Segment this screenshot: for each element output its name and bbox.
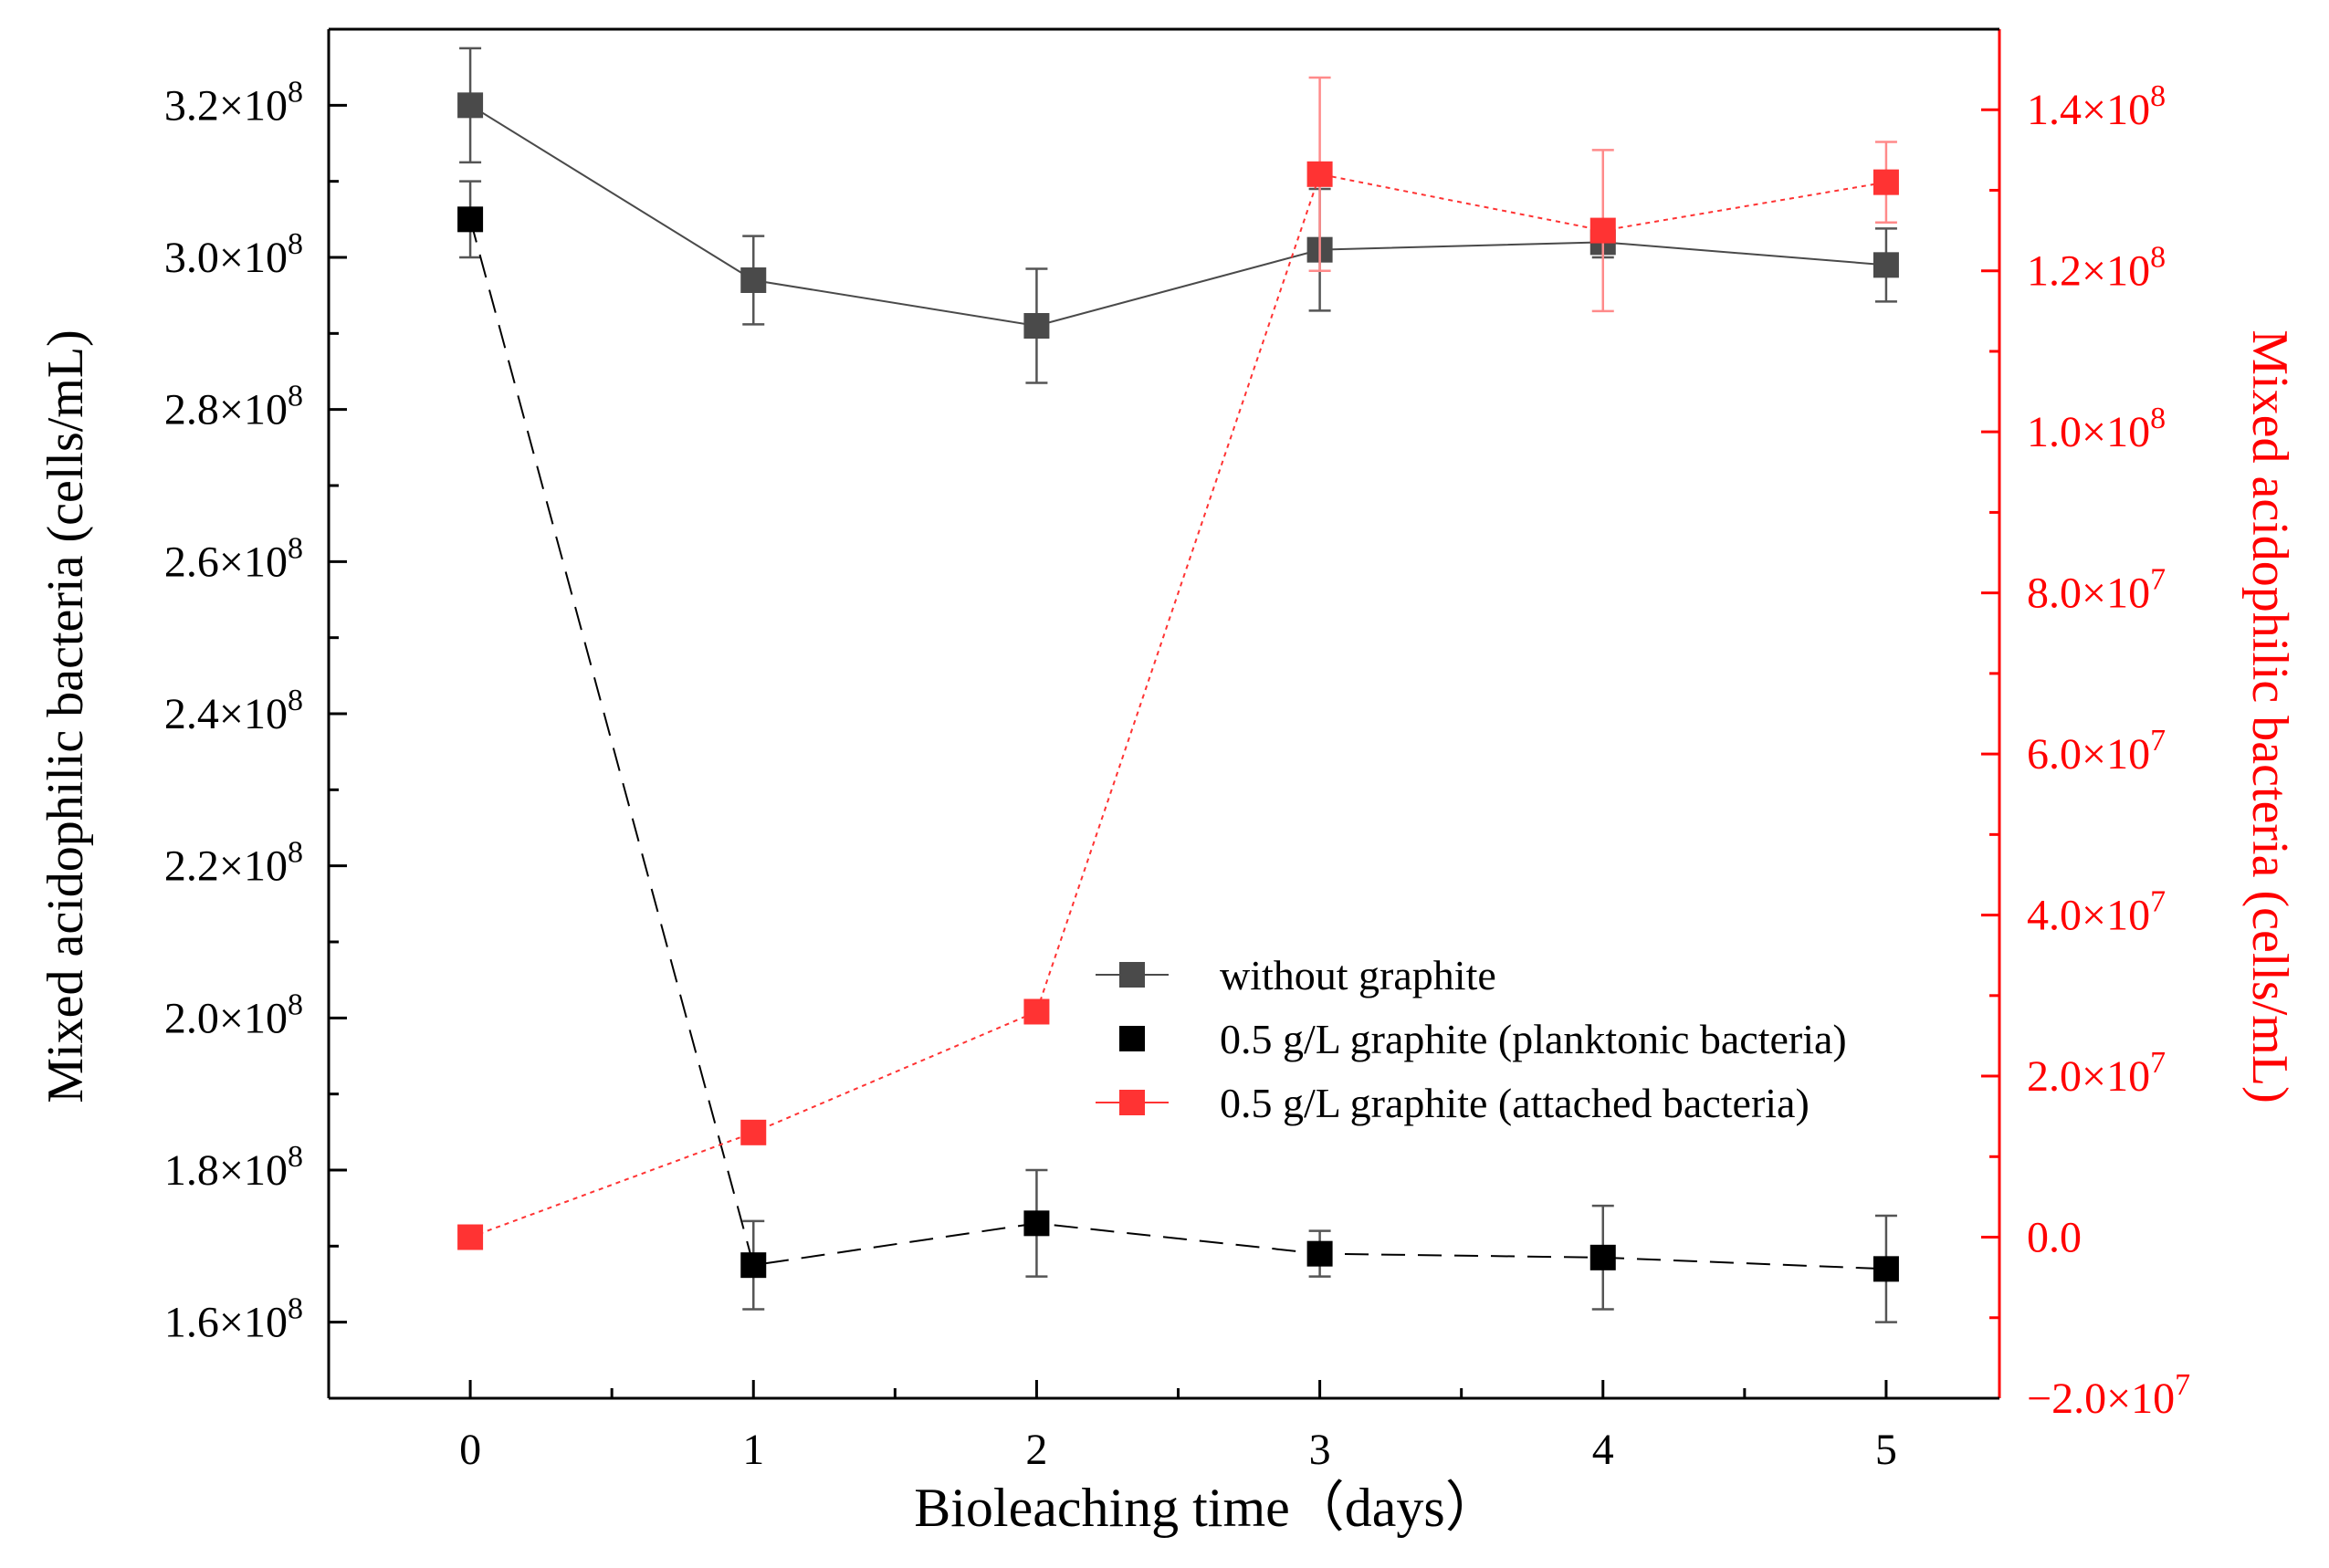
data-point: [740, 1252, 767, 1279]
data-point: [1306, 1240, 1333, 1267]
y-left-tick-label: 3.2×108: [164, 75, 303, 130]
series-layer: [457, 47, 1899, 1323]
legend: without graphite 0.5 g/L graphite (plankt…: [1096, 952, 1847, 1126]
data-point: [740, 1119, 767, 1145]
data-point: [740, 267, 767, 293]
right-axis-group: −2.0×107 0.0 2.0×107 4.0×107 6.0×107 8.0×107 1…: [1981, 29, 2190, 1423]
x-tick-label: 2: [1025, 1426, 1047, 1474]
y-right-tick-label: 4.0×107: [2027, 885, 2166, 940]
y-right-tick-label: −2.0×107: [2027, 1368, 2190, 1423]
data-point: [1589, 217, 1616, 244]
y-left-tick-label: 2.0×108: [164, 988, 303, 1042]
data-point: [457, 206, 484, 233]
y-right-axis-label: Mixed acidophilic bacteria (cells/mL): [2241, 329, 2298, 1103]
legend-label: 0.5 g/L graphite (attached bacteria): [1220, 1080, 1810, 1126]
y-left-tick-label: 2.6×108: [164, 531, 303, 586]
x-tick-label: 4: [1592, 1426, 1614, 1474]
y-right-tick-label: 1.0×108: [2027, 402, 2166, 456]
x-axis-group: 0 1 2 3 4 5: [329, 27, 1999, 1474]
series-2: [457, 180, 1899, 1323]
x-axis-label: Bioleaching time（days）: [914, 1478, 1500, 1538]
legend-marker: [1119, 1090, 1145, 1115]
data-point: [1873, 1256, 1899, 1282]
y-left-tick-label: 1.8×108: [164, 1140, 303, 1195]
data-point: [1023, 998, 1050, 1025]
legend-marker: [1119, 1026, 1145, 1051]
series-line: [469, 104, 1887, 328]
y-right-tick-label: 0.0: [2027, 1214, 2082, 1262]
data-point: [1023, 313, 1050, 339]
data-point: [1023, 1210, 1050, 1237]
data-point: [1873, 252, 1899, 278]
legend-label: 0.5 g/L graphite (planktonic bacteria): [1220, 1016, 1847, 1062]
x-tick-label: 1: [742, 1426, 764, 1474]
y-right-tick-label: 8.0×107: [2027, 563, 2166, 618]
y-left-axis-label: Mixed acidophilic bacteria (cells/mL): [37, 329, 94, 1103]
y-left-tick-label: 2.4×108: [164, 684, 303, 738]
y-right-tick-label: 1.2×108: [2027, 241, 2166, 296]
legend-label: without graphite: [1220, 952, 1496, 998]
y-left-tick-label: 3.0×108: [164, 227, 303, 282]
y-left-tick-label: 1.6×108: [164, 1292, 303, 1347]
x-tick-label: 0: [459, 1426, 481, 1474]
data-point: [457, 92, 484, 119]
data-point: [1873, 169, 1899, 195]
x-tick-label: 5: [1875, 1426, 1897, 1474]
data-point: [457, 1224, 484, 1250]
legend-marker: [1119, 962, 1145, 988]
y-right-tick-label: 1.4×108: [2027, 79, 2166, 134]
y-left-tick-label: 2.2×108: [164, 836, 303, 891]
y-right-tick-label: 6.0×107: [2027, 724, 2166, 779]
left-axis-group: 1.6×108 1.8×108 2.0×108 2.2×108 2.4×108 2.6×1…: [164, 27, 347, 1400]
series-3: [457, 76, 1899, 1250]
y-right-tick-label: 2.0×107: [2027, 1046, 2166, 1101]
x-tick-label: 3: [1309, 1426, 1331, 1474]
series-line: [469, 172, 1887, 1239]
y-left-tick-label: 2.8×108: [164, 380, 303, 434]
series-1: [457, 47, 1899, 384]
data-point: [1306, 161, 1333, 187]
data-point: [1589, 1244, 1616, 1270]
series-line: [469, 219, 1886, 1270]
